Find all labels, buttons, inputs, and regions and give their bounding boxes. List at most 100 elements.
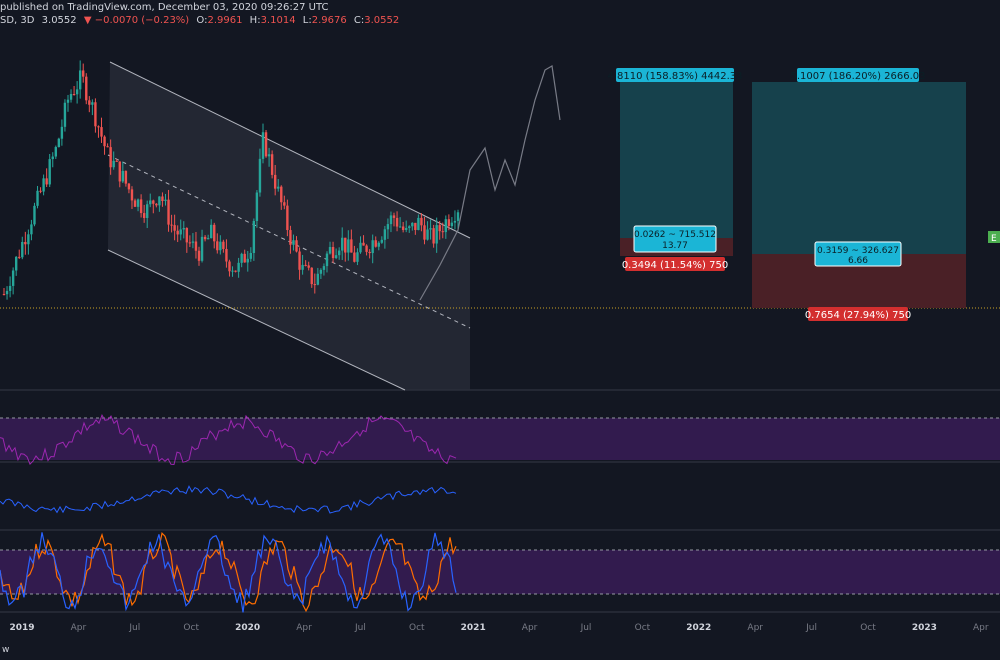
channel-mid-line[interactable] bbox=[107, 154, 471, 329]
candle-body bbox=[392, 215, 396, 218]
position1-entry-text-line1: 0.0262 ~ 715.512 bbox=[634, 230, 716, 240]
candle-body bbox=[191, 241, 195, 243]
candle-body bbox=[21, 241, 24, 258]
candle-body bbox=[213, 224, 216, 242]
candle-body bbox=[188, 242, 192, 244]
candle-body bbox=[240, 253, 243, 263]
candle-body bbox=[255, 192, 259, 221]
candle-body bbox=[261, 132, 265, 159]
candle-body bbox=[267, 154, 271, 157]
stoch-k-line[interactable] bbox=[0, 532, 457, 613]
ohlc-line: SD, 3D 3.0552 ▼ −0.0070 (−0.23%) O:2.996… bbox=[0, 15, 399, 26]
candle-body bbox=[441, 231, 444, 233]
candle-body bbox=[200, 236, 204, 261]
time-axis-label: Jul bbox=[128, 623, 140, 633]
descending-channel[interactable] bbox=[108, 62, 470, 390]
price-scale-marker-text: E bbox=[991, 234, 997, 244]
candle-body bbox=[270, 154, 274, 175]
position2-target-label[interactable]: 5.1007 (186.20%) 2666.03 bbox=[791, 68, 926, 82]
position2-entry-label[interactable]: 0.3159 ~ 326.627 6.66 bbox=[814, 241, 902, 267]
candle-body bbox=[24, 241, 27, 245]
candle-body bbox=[444, 219, 448, 233]
candle-body bbox=[328, 247, 332, 254]
projection-path[interactable] bbox=[419, 65, 561, 301]
candle-body bbox=[319, 269, 323, 274]
time-axis-label: Apr bbox=[71, 623, 87, 633]
candle-body bbox=[362, 242, 365, 246]
candle-body bbox=[395, 217, 399, 227]
candle-body bbox=[85, 76, 88, 101]
candle-body bbox=[42, 178, 45, 192]
stoch-d-line[interactable] bbox=[0, 531, 457, 613]
candle-body bbox=[264, 132, 268, 157]
candle-body bbox=[94, 102, 97, 127]
candle-body bbox=[408, 226, 411, 229]
candle-body bbox=[216, 241, 219, 251]
candle-body bbox=[368, 251, 371, 254]
position2-target-zone[interactable] bbox=[752, 82, 966, 254]
rsi-line[interactable] bbox=[0, 414, 457, 466]
position1-stop-label[interactable]: 0.3494 (11.54%) 750 bbox=[622, 257, 728, 271]
candle-body bbox=[155, 203, 158, 206]
time-axis[interactable]: 2019 Apr Jul Oct 2020 Apr Jul Oct 2021 Apr Jul Oct 2… bbox=[9, 623, 988, 633]
position1-entry-label[interactable]: 0.0262 ~ 715.512 13.77 bbox=[633, 225, 717, 253]
position1-target-text: 4.8110 (158.83%) 4442.33 bbox=[608, 71, 743, 82]
footer-mark: w bbox=[2, 645, 9, 655]
candle-body bbox=[39, 190, 42, 192]
time-axis-label: Apr bbox=[973, 623, 989, 633]
candle-body bbox=[48, 159, 51, 185]
time-axis-label: Oct bbox=[860, 623, 876, 633]
candle-body bbox=[57, 138, 61, 148]
candle-body bbox=[304, 264, 307, 266]
candle-body bbox=[118, 161, 121, 182]
obv-line[interactable] bbox=[0, 485, 457, 514]
candle-body bbox=[289, 230, 292, 245]
candle-body bbox=[106, 146, 109, 148]
candle-body bbox=[69, 94, 73, 100]
candle-body bbox=[438, 225, 441, 232]
channel-upper-line[interactable] bbox=[109, 61, 471, 239]
candle-body bbox=[273, 174, 277, 189]
candle-body bbox=[286, 205, 289, 231]
candle-body bbox=[219, 241, 222, 251]
position2-target-text: 5.1007 (186.20%) 2666.03 bbox=[791, 71, 926, 82]
channel-lower-line[interactable] bbox=[107, 249, 406, 391]
candle-body bbox=[344, 237, 347, 253]
position2-stop-label[interactable]: 0.7654 (27.94%) 750 bbox=[805, 307, 911, 321]
candle-body bbox=[121, 170, 125, 182]
candle-body bbox=[411, 222, 414, 227]
candle-body bbox=[2, 294, 6, 295]
candle-body bbox=[54, 147, 57, 157]
chart-header: published on TradingView.com, December 0… bbox=[0, 0, 1000, 30]
candle-body bbox=[435, 225, 438, 244]
candle-body bbox=[432, 228, 435, 244]
candle-body bbox=[176, 230, 179, 235]
position1-target-zone[interactable] bbox=[620, 82, 733, 238]
candle-body bbox=[103, 136, 106, 147]
candle-body bbox=[139, 199, 143, 214]
stoch-band bbox=[0, 550, 1000, 594]
candle-body bbox=[112, 160, 115, 168]
candle-body bbox=[365, 245, 368, 252]
candle-body bbox=[371, 240, 374, 254]
time-axis-label: Oct bbox=[635, 623, 651, 633]
candle-body bbox=[398, 226, 402, 228]
time-axis-label: Apr bbox=[522, 623, 538, 633]
candle-body bbox=[405, 228, 408, 230]
candle-body bbox=[283, 202, 286, 206]
time-axis-label: Apr bbox=[747, 623, 763, 633]
candle-body bbox=[45, 178, 48, 185]
symbol-label[interactable]: SD, 3D bbox=[0, 15, 35, 26]
candle-body bbox=[36, 190, 39, 206]
time-axis-label: 2021 bbox=[461, 623, 486, 633]
position1-entry-text-line2: 13.77 bbox=[662, 241, 688, 251]
candle-body bbox=[337, 250, 341, 256]
time-axis-label: 2020 bbox=[235, 623, 260, 633]
position1-target-label[interactable]: 4.8110 (158.83%) 4442.33 bbox=[608, 68, 743, 82]
candle-body bbox=[325, 253, 329, 267]
candle-body bbox=[158, 196, 161, 206]
candle-body bbox=[161, 196, 164, 202]
candle-body bbox=[450, 222, 454, 227]
candle-body bbox=[115, 160, 118, 162]
